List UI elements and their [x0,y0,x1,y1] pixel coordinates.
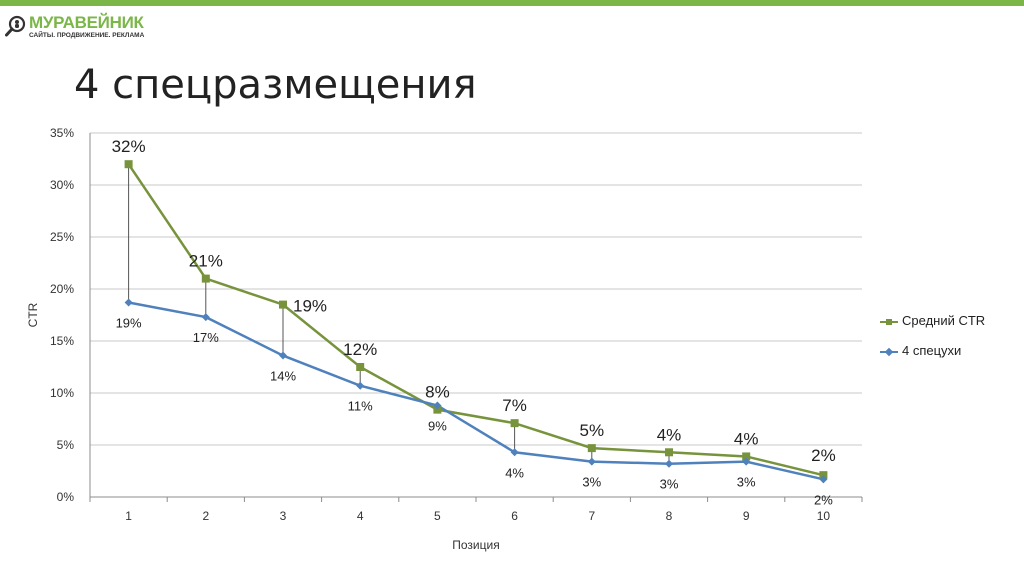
x-tick-label: 7 [588,509,595,523]
data-label-4-special: 3% [737,475,756,490]
y-tick-label: 0% [57,490,75,504]
legend-label-avg-ctr: Средний CTR [902,313,986,328]
data-label-avg-ctr: 8% [425,383,450,402]
legend-label-4-special: 4 спецухи [902,343,962,358]
data-label-avg-ctr: 12% [343,340,377,359]
data-point-4-special [356,381,365,390]
data-point-avg-ctr [587,444,596,453]
x-tick-label: 4 [357,509,364,523]
data-point-avg-ctr [433,405,442,414]
data-point-4-special [665,459,673,468]
series-line-avg-ctr [127,163,824,477]
data-point-4-special [124,298,133,307]
data-point-avg-ctr [124,160,133,169]
data-label-avg-ctr: 21% [189,252,223,271]
x-tick-label: 10 [817,509,831,523]
square-marker-icon [886,319,892,325]
top-accent-bar [0,0,1024,6]
data-point-avg-ctr [201,274,210,283]
y-tick-label: 10% [50,386,74,400]
data-label-4-special: 4% [505,465,524,480]
data-label-avg-ctr: 2% [811,446,836,465]
data-point-avg-ctr [819,471,828,480]
data-point-4-special [279,351,287,360]
y-axis-title: CTR [26,302,40,327]
data-label-4-special: 11% [348,399,373,414]
slide-title: 4 спецразмещения [74,62,477,108]
data-label-avg-ctr: 19% [293,297,327,316]
data-point-4-special [587,457,596,466]
data-label-4-special: 19% [116,316,142,331]
data-label-avg-ctr: 4% [657,425,682,444]
data-label-4-special: 3% [582,475,601,490]
data-point-4-special [201,313,210,322]
y-tick-label: 20% [50,282,74,296]
data-label-4-special: 3% [660,477,679,492]
data-point-avg-ctr [665,448,673,457]
y-tick-label: 15% [50,334,74,348]
y-tick-label: 5% [57,438,75,452]
x-tick-label: 1 [125,509,132,523]
y-tick-label: 35% [50,126,74,140]
y-tick-label: 25% [50,230,74,244]
x-axis-title: Позиция [452,538,499,552]
x-tick-label: 6 [511,509,518,523]
data-point-4-special [510,448,519,457]
data-label-avg-ctr: 5% [580,421,605,440]
data-point-avg-ctr [510,419,519,428]
data-point-avg-ctr [279,300,287,309]
logo: МУРАВЕЙНИК САЙТЫ. ПРОДВИЖЕНИЕ. РЕКЛАМА [5,12,165,42]
logo-tagline: САЙТЫ. ПРОДВИЖЕНИЕ. РЕКЛАМА [29,32,145,39]
series-line-4-special [128,301,824,481]
data-label-avg-ctr: 32% [112,137,146,156]
data-point-avg-ctr [356,363,365,371]
x-tick-label: 2 [202,509,209,523]
x-tick-label: 9 [743,509,750,523]
data-point-4-special [433,401,442,410]
data-point-4-special [819,475,828,484]
logo-name: МУРАВЕЙНИК [29,13,144,32]
data-label-avg-ctr: 7% [502,396,527,415]
ant-magnifier-icon [5,15,26,37]
y-tick-label: 30% [50,178,74,192]
data-point-avg-ctr [742,452,751,461]
data-label-4-special: 14% [270,369,296,384]
data-label-4-special: 9% [428,418,447,433]
data-label-4-special: 2% [814,492,833,507]
data-label-avg-ctr: 4% [734,429,759,448]
data-point-4-special [742,457,751,466]
x-tick-label: 3 [280,509,287,523]
x-tick-label: 5 [434,509,441,523]
data-label-4-special: 17% [193,330,219,345]
x-tick-label: 8 [666,509,673,523]
